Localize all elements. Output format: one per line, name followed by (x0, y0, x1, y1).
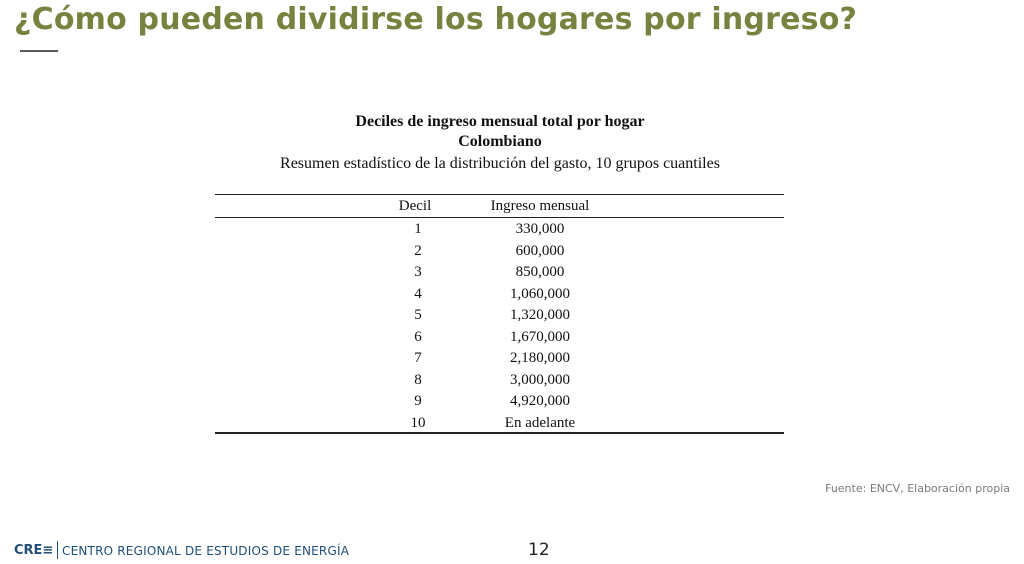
table-row: 4 1,060,000 (0, 284, 1024, 306)
source-note: Fuente: ENCV, Elaboración propia (825, 482, 1010, 495)
page-number: 12 (528, 540, 550, 560)
decil-cell: 4 (414, 285, 422, 302)
table-row: 10 En adelante (0, 413, 1024, 435)
column-header-ingreso: Ingreso mensual (490, 198, 590, 214)
decil-cell: 9 (414, 393, 422, 409)
decil-cell: 8 (414, 371, 422, 388)
table-title: Deciles de ingreso mensual total por hog… (355, 113, 645, 130)
table-row: 9 4,920,000 (0, 391, 1024, 413)
footer-separator (57, 541, 58, 559)
table-header-rule (215, 217, 784, 218)
ingreso-cell: 1,320,000 (510, 307, 570, 323)
table-body: 1 330,000 2 600,000 3 850,000 4 1,060,000 5 1,320… (0, 219, 1024, 434)
table-row: 7 2,180,000 (0, 348, 1024, 370)
cre-logo: CRE≡ (14, 543, 54, 558)
ingreso-cell: 600,000 (515, 242, 565, 259)
decil-cell: 1 (414, 221, 422, 237)
decil-cell: 5 (414, 307, 422, 323)
footer-org-name: CENTRO REGIONAL DE ESTUDIOS DE ENERGÍA (62, 544, 350, 558)
ingreso-cell: 850,000 (515, 264, 565, 280)
ingreso-cell: 4,920,000 (510, 393, 570, 409)
ingreso-cell: 2,180,000 (510, 350, 570, 366)
decil-cell: 10 (410, 414, 426, 431)
table-row: 6 1,670,000 (0, 327, 1024, 349)
table-subtitle: Resumen estadístico de la distribución d… (280, 155, 720, 172)
ingreso-cell: En adelante (504, 414, 576, 431)
table-row: 3 850,000 (0, 262, 1024, 284)
table-row: 2 600,000 (0, 241, 1024, 263)
ingreso-cell: 1,670,000 (510, 328, 570, 345)
table-top-rule (215, 194, 784, 195)
ingreso-cell: 3,000,000 (510, 371, 570, 388)
table-row: 8 3,000,000 (0, 370, 1024, 392)
decil-cell: 3 (414, 264, 422, 280)
page-title: ¿Cómo pueden dividirse los hogares por i… (14, 2, 858, 37)
table-title-line2: Colombiano (458, 133, 542, 150)
table-row: 5 1,320,000 (0, 305, 1024, 327)
decil-cell: 7 (414, 350, 422, 366)
title-underline (20, 50, 58, 52)
table-row: 1 330,000 (0, 219, 1024, 241)
decil-cell: 6 (414, 328, 422, 345)
column-header-decil: Decil (398, 198, 432, 214)
decil-cell: 2 (414, 242, 422, 259)
ingreso-cell: 330,000 (515, 221, 565, 237)
table-bottom-rule (215, 432, 784, 434)
ingreso-cell: 1,060,000 (510, 285, 570, 302)
